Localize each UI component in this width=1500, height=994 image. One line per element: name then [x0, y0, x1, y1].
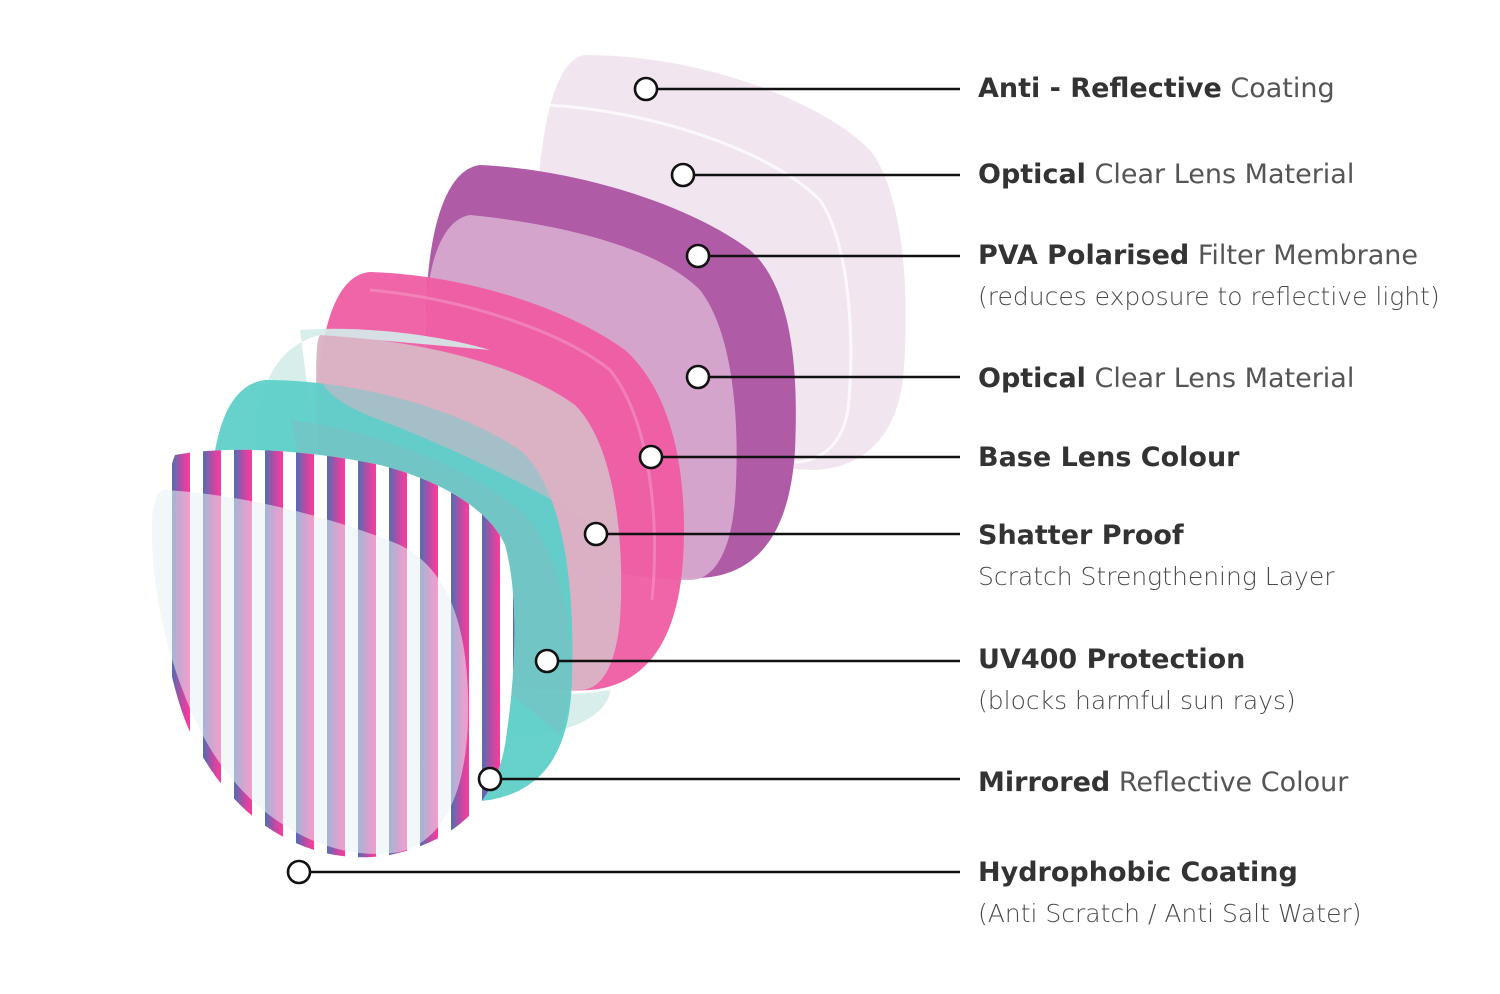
- label-sub: (reduces exposure to reflective light): [978, 282, 1440, 311]
- label-sub: (Anti Scratch / Anti Salt Water): [978, 899, 1362, 928]
- label-uv400: UV400 Protection (blocks harmful sun ray…: [978, 643, 1296, 717]
- label-bold: PVA Polarised: [978, 240, 1190, 271]
- label-hydrophobic: Hydrophobic Coating (Anti Scratch / Anti…: [978, 856, 1362, 930]
- label-regular: Clear Lens Material: [1094, 363, 1355, 394]
- mirror-stripe: [513, 449, 515, 858]
- label-shatter: Shatter Proof Scratch Strengthening Laye…: [978, 519, 1335, 593]
- label-regular: Filter Membrane: [1197, 240, 1419, 271]
- label-mirrored: Mirrored Reflective Colour: [978, 766, 1348, 800]
- marker-anti-reflective: [633, 76, 659, 102]
- mirror-stripe: [482, 449, 500, 858]
- marker-base: [638, 444, 664, 470]
- leader-lines: [286, 76, 960, 885]
- label-bold: Hydrophobic Coating: [978, 857, 1298, 888]
- label-anti-reflective: Anti - Reflective Coating: [978, 72, 1335, 106]
- marker-hydrophobic: [286, 859, 312, 885]
- marker-mirrored: [477, 766, 503, 792]
- label-regular: Reflective Colour: [1118, 767, 1349, 798]
- marker-optical-1: [670, 162, 696, 188]
- label-sub: Scratch Strengthening Layer: [978, 562, 1335, 591]
- label-base: Base Lens Colour: [978, 441, 1240, 475]
- label-optical-2: Optical Clear Lens Material: [978, 362, 1354, 396]
- label-bold: Optical: [978, 363, 1086, 394]
- label-optical-1: Optical Clear Lens Material: [978, 158, 1354, 192]
- lens-layer-hydrophobic: [151, 490, 469, 854]
- label-bold: Base Lens Colour: [978, 442, 1240, 473]
- label-bold: Optical: [978, 159, 1086, 190]
- marker-uv400: [534, 648, 560, 674]
- label-regular: Clear Lens Material: [1094, 159, 1355, 190]
- label-bold: Mirrored: [978, 767, 1111, 798]
- label-bold: UV400 Protection: [978, 644, 1246, 675]
- lens-layer-optical-1: [544, 103, 853, 464]
- label-bold: Anti - Reflective: [978, 73, 1222, 104]
- marker-shatter: [583, 521, 609, 547]
- marker-optical-2: [685, 364, 711, 390]
- marker-pva: [685, 243, 711, 269]
- label-sub: (blocks harmful sun rays): [978, 686, 1296, 715]
- label-bold: Shatter Proof: [978, 520, 1184, 551]
- label-pva: PVA Polarised Filter Membrane (reduces e…: [978, 239, 1440, 313]
- label-regular: Coating: [1230, 73, 1335, 104]
